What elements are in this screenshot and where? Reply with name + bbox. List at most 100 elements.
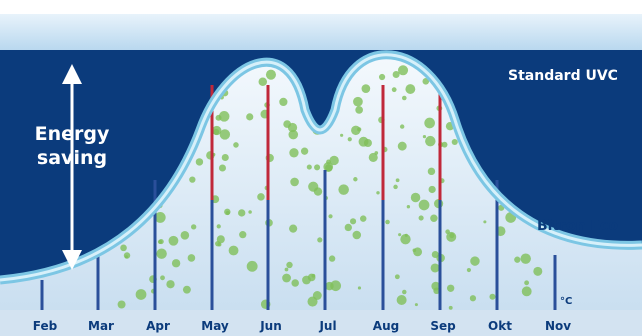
dot	[190, 224, 197, 230]
dot	[187, 254, 196, 262]
dot	[374, 151, 379, 155]
dot	[171, 259, 181, 268]
dot	[470, 256, 480, 266]
dot	[402, 95, 407, 101]
dot	[288, 129, 299, 140]
dot	[425, 135, 436, 147]
dot	[446, 231, 457, 242]
dot	[239, 230, 247, 239]
dot	[361, 84, 371, 93]
dot	[430, 214, 438, 222]
dot	[221, 153, 229, 162]
dot	[182, 285, 191, 294]
dot	[219, 129, 231, 140]
dot	[394, 274, 400, 280]
dot	[156, 248, 167, 259]
dot	[248, 210, 252, 214]
arrow-head-up	[62, 64, 82, 84]
month-label: Okt	[488, 319, 512, 333]
dot	[352, 230, 362, 240]
dot	[344, 223, 352, 232]
month-axis	[0, 310, 642, 336]
dot	[391, 87, 397, 93]
dot	[213, 128, 220, 135]
standard-label: Standard UVC	[508, 68, 618, 84]
dot	[302, 275, 311, 285]
dot	[314, 164, 321, 171]
dot	[238, 209, 246, 217]
dot	[284, 267, 289, 272]
dot	[300, 147, 309, 155]
month-label: Mar	[88, 319, 114, 333]
dot	[289, 224, 298, 233]
dot	[441, 141, 448, 148]
energy-label: Energy	[35, 123, 110, 145]
dot	[424, 117, 435, 129]
dot	[400, 124, 405, 129]
dot	[524, 280, 530, 286]
dot	[405, 84, 416, 94]
dot	[357, 127, 362, 132]
dot	[448, 305, 453, 310]
dot	[353, 177, 358, 182]
dot	[521, 286, 532, 297]
dot	[291, 279, 299, 287]
dot	[330, 280, 342, 292]
dot	[368, 152, 378, 162]
dot	[428, 185, 436, 194]
dot	[246, 260, 258, 272]
month-label: Aug	[373, 319, 399, 333]
dot	[431, 281, 441, 291]
month-label: Nov	[545, 319, 571, 333]
dot	[392, 71, 400, 79]
dot	[265, 69, 276, 80]
dot	[427, 167, 436, 176]
dot	[350, 218, 357, 225]
dot	[446, 284, 455, 292]
dot	[451, 138, 458, 146]
dot	[357, 286, 362, 290]
dot	[216, 235, 225, 244]
dot	[279, 97, 288, 107]
dot	[358, 136, 369, 147]
dot	[398, 233, 402, 237]
dot	[120, 244, 127, 252]
dot	[290, 177, 299, 187]
dot	[533, 266, 543, 276]
dot	[520, 253, 531, 264]
energy-label: saving	[37, 147, 107, 169]
dot	[312, 291, 322, 300]
month-label: Sep	[430, 319, 456, 333]
dot	[289, 148, 299, 158]
dot	[166, 280, 175, 289]
dot	[338, 184, 349, 195]
dot	[216, 224, 221, 229]
dot	[158, 238, 164, 245]
standard-band	[0, 14, 642, 50]
dot	[215, 114, 222, 121]
eco-area	[0, 54, 642, 336]
dot	[466, 267, 471, 273]
dot	[378, 73, 386, 81]
dot	[396, 295, 407, 306]
dot	[189, 176, 196, 183]
dot	[233, 142, 239, 148]
dot	[418, 215, 424, 221]
dot	[311, 273, 316, 278]
top-margin	[0, 0, 642, 14]
dot	[286, 261, 293, 269]
dot	[489, 293, 496, 300]
dot	[406, 205, 411, 209]
dot	[124, 255, 128, 259]
dot	[395, 178, 400, 183]
dot	[385, 219, 390, 225]
dot	[154, 212, 166, 223]
dot	[430, 263, 440, 273]
dot	[225, 210, 230, 216]
dot	[218, 111, 230, 122]
dot	[397, 65, 409, 76]
dot	[328, 255, 336, 262]
dot	[340, 133, 344, 137]
month-label: Apr	[146, 319, 170, 333]
